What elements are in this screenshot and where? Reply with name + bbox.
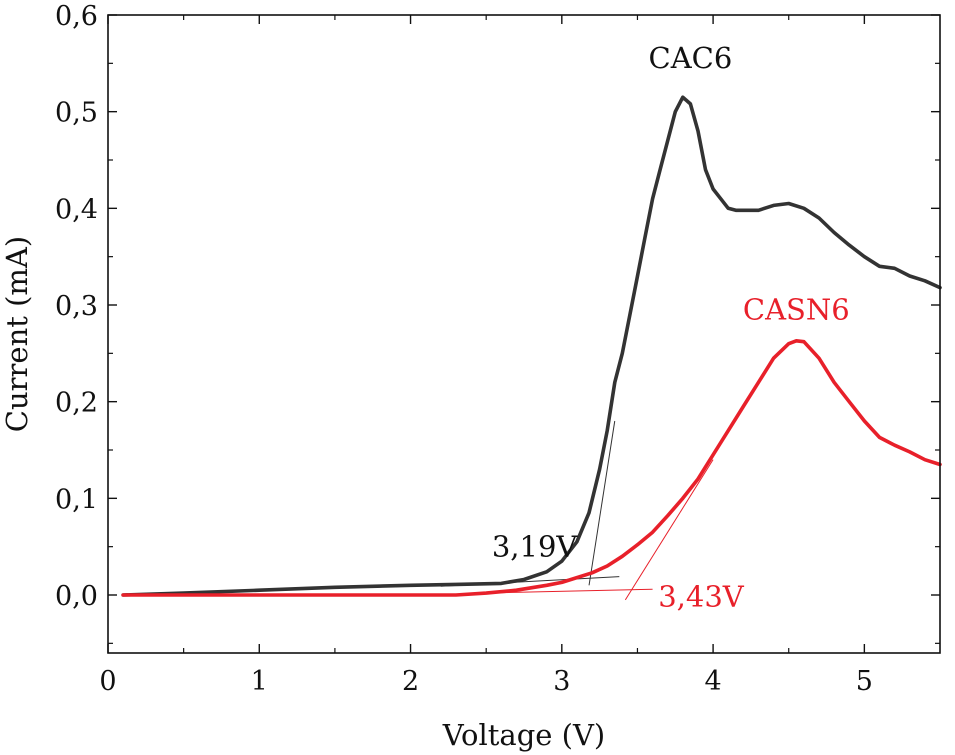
y-tick-label: 0,1 [55,484,98,515]
tangent-lines [440,420,714,601]
annotation-label: 3,19V [492,529,579,563]
tangent-line [486,588,653,594]
x-axis-title: Voltage (V) [442,718,605,752]
x-tick-label: 1 [251,666,268,697]
series-line-casn6 [121,339,942,597]
x-tick-label: 4 [704,666,721,697]
tangent-line [624,459,714,601]
y-axis-title: Current (mA) [0,236,34,432]
series-line-cac6 [121,95,942,597]
annotation-label: CASN6 [743,293,850,327]
annotation-label: 3,43V [658,580,745,614]
y-tick-label: 0,3 [55,291,98,322]
x-tick-label: 5 [856,666,873,697]
y-tick-label: 0,2 [55,388,98,419]
y-tick-label: 0,6 [55,1,98,32]
axes: 0 1 2 3 4 5 0,0 0,1 0,2 0,3 0,4 0,5 0,6 [55,1,941,697]
y-tick-label: 0,4 [55,194,98,225]
y-tick-label: 0,5 [55,98,98,129]
series-lines [121,95,942,597]
y-tick-label: 0,0 [55,581,98,612]
annotation-label: CAC6 [649,41,733,75]
annotations: CAC6 CASN6 3,19V 3,43V [492,41,850,613]
x-tick-label: 2 [402,666,419,697]
tangent-line [588,420,616,586]
x-tick-label: 0 [99,666,116,697]
plot-frame [107,14,941,654]
x-tick-label: 3 [553,666,570,697]
